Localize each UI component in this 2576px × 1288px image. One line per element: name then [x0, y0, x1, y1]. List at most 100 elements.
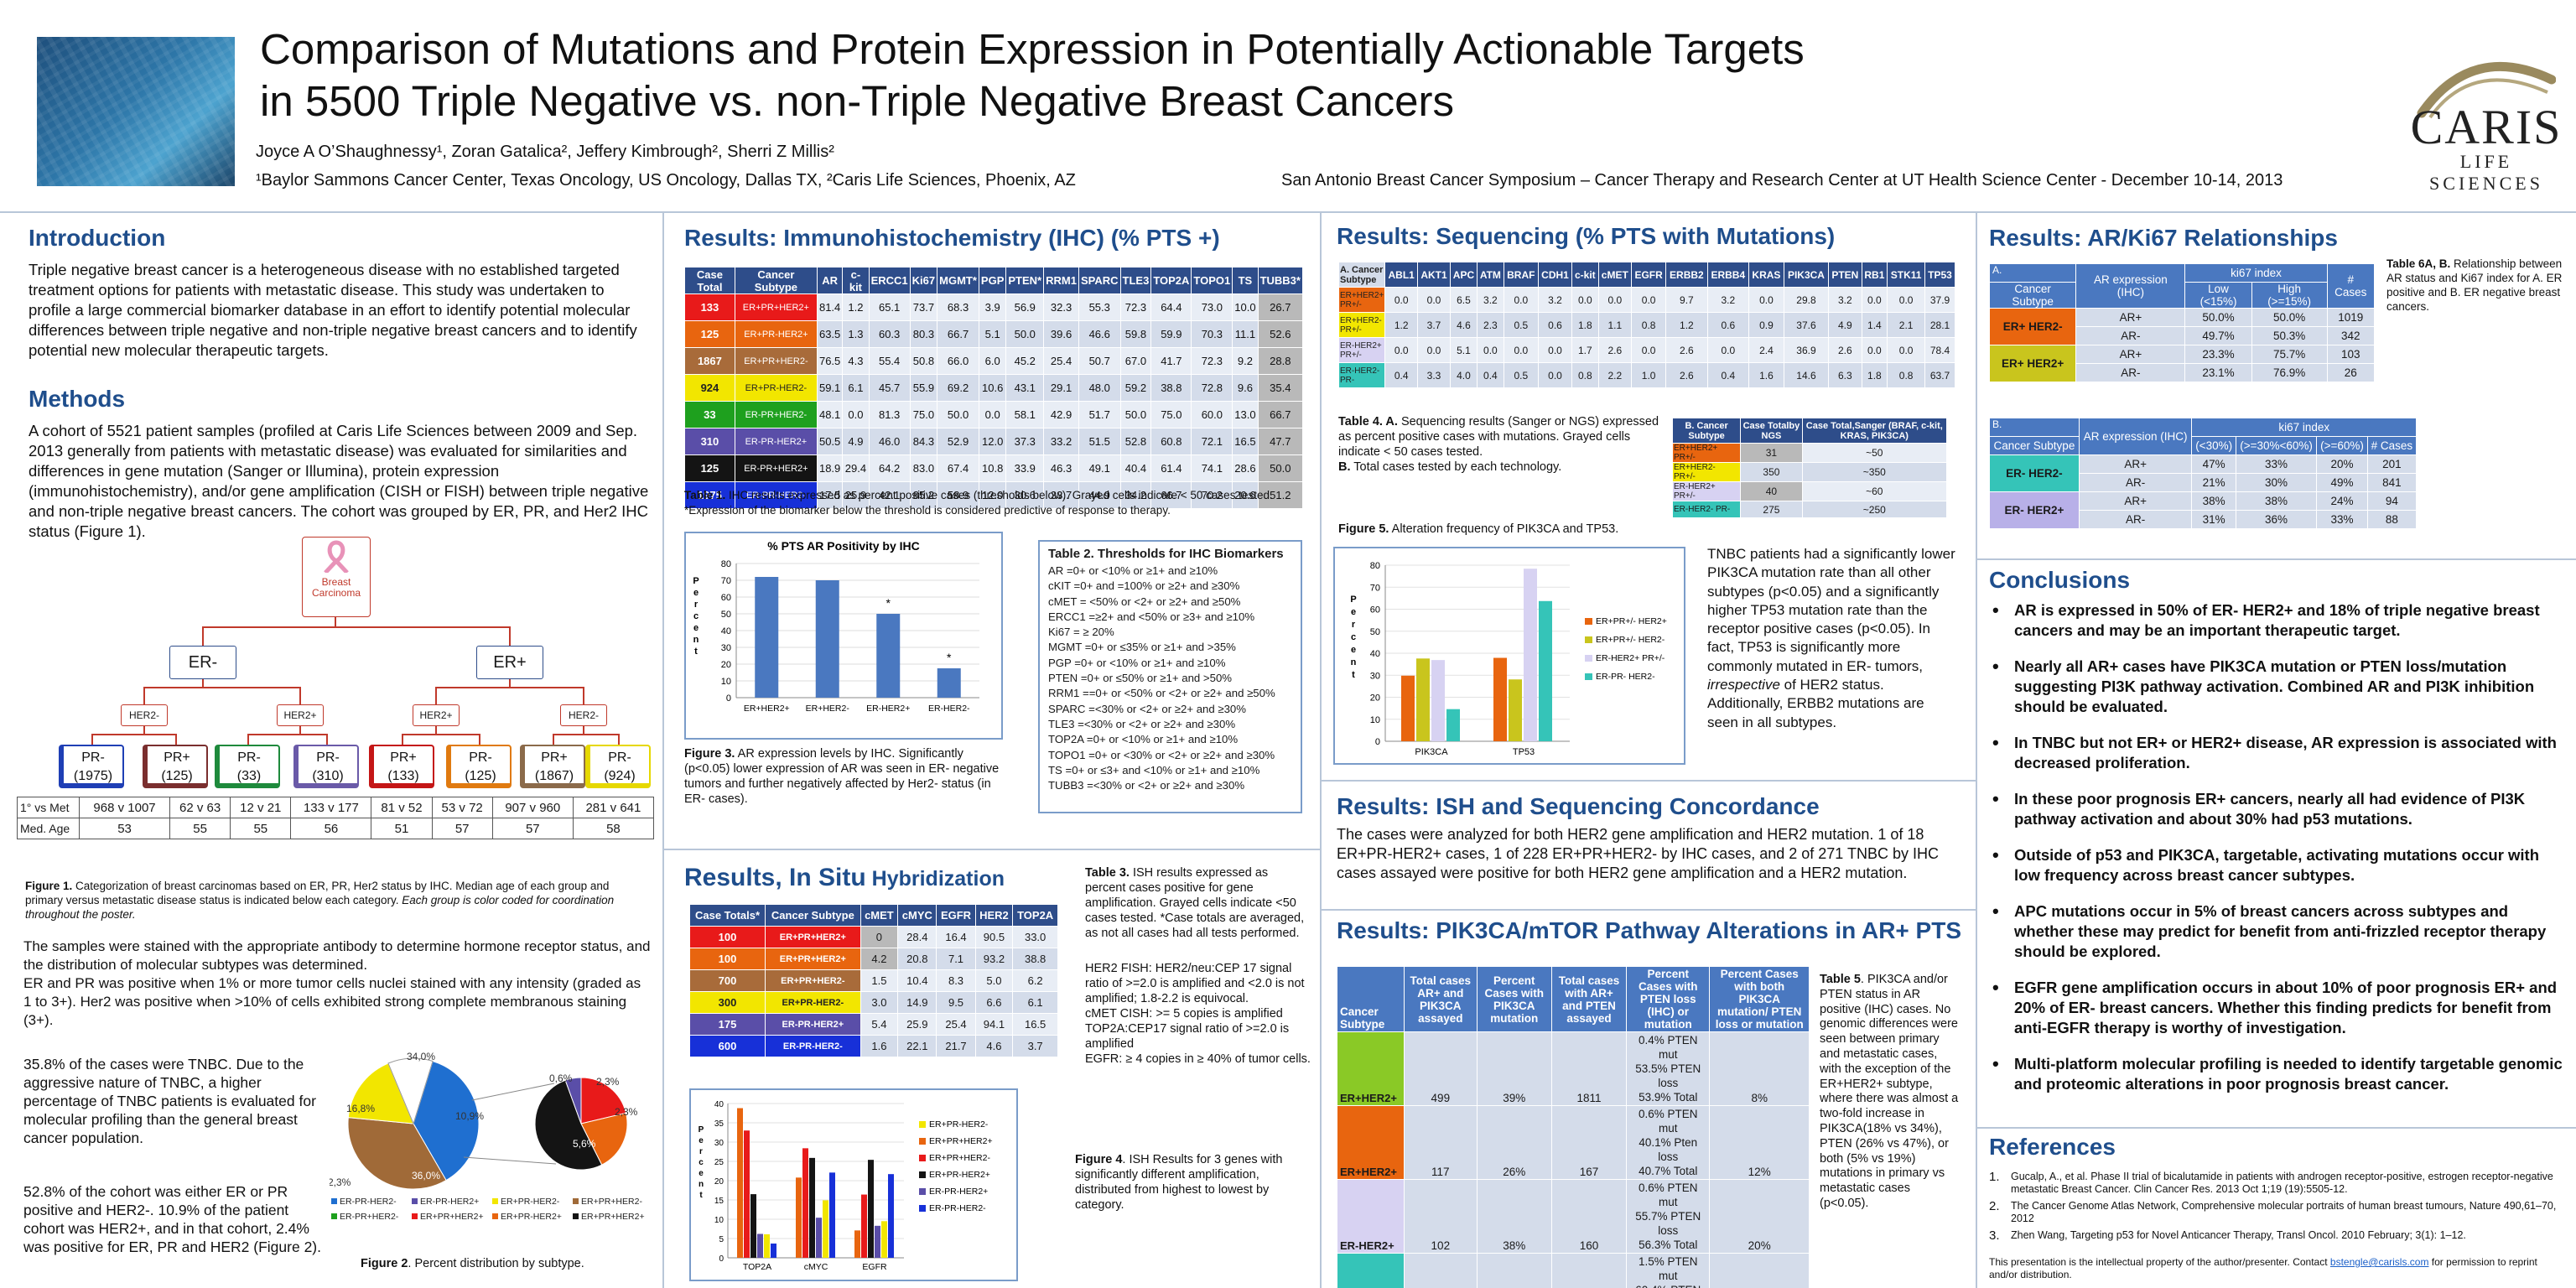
- ihc-value: 9.2: [1232, 347, 1259, 375]
- ihc-header-cell: MGMT*: [937, 267, 979, 294]
- leaf-label: PR-: [237, 750, 261, 765]
- pik-table: Cancer Subtype Total cases AR+ and PIK3CA…: [1337, 966, 1810, 1288]
- ar-b-value: AR-: [2078, 510, 2193, 529]
- seq-b-sanger: ~50: [1801, 443, 1948, 463]
- ihc-value: 70.2: [1191, 481, 1233, 509]
- age-row-label: 1° vs Met: [17, 797, 80, 818]
- legend-swatch: [492, 1213, 498, 1219]
- pie-slice: [347, 1062, 414, 1124]
- seq-header-cell: ABL1: [1384, 262, 1419, 288]
- y-axis-label: t: [694, 647, 698, 657]
- threshold-item: Ki67 = ≥ 20%: [1048, 626, 1114, 639]
- ihc-value: 55.4: [868, 347, 911, 375]
- figure-3-label: Figure 3.: [684, 747, 735, 761]
- ihc-value: 72.3: [1119, 293, 1152, 321]
- ihc-value: 59.1: [816, 374, 844, 402]
- figure-1-italic: Each group is color coded for coordinati…: [25, 894, 615, 921]
- figure-5-text: Alteration frequency of PIK3CA and TP53.: [1389, 522, 1619, 536]
- ar-a-value: AR-: [2075, 363, 2186, 382]
- y-axis-label: P: [693, 576, 699, 586]
- her2-node: HER2-: [560, 704, 607, 726]
- section-divider: [1977, 1127, 2576, 1129]
- footer-text: This presentation is the intellectual pr…: [1989, 1256, 2330, 1268]
- pik-pten: 0.6% PTEN mut 40.1% Pten loss 40.7% Total: [1626, 1105, 1711, 1180]
- ihc-header-cell: TOPO1: [1191, 267, 1233, 294]
- logo-subtitle: LIFE SCIENCES: [2429, 151, 2543, 194]
- ish-value: 1.6: [860, 1035, 899, 1057]
- pik-subtype: ER-HER2+: [1337, 1179, 1405, 1254]
- age-row: 1° vs Met 968 v 1007 62 v 63 12 v 21 133 v 1…: [17, 797, 655, 818]
- seq-row: ER+HER2- PR+/- 1.2 3.7 4.6 2.3 0.5 0.6 1.8 1.1 0.…: [1337, 312, 1955, 338]
- ar-a-value: 49.7%: [2184, 326, 2252, 345]
- references-title: References: [1989, 1134, 2116, 1160]
- sequencing-findings: TNBC patients had a significantly lower …: [1707, 545, 1955, 732]
- ar-b-subtype: ER- HER2-: [1989, 454, 2080, 492]
- bar: [937, 668, 961, 698]
- ihc-title: Results: Immunohistochemistry (IHC) (% P…: [684, 225, 1220, 251]
- ihc-value: 9.6: [1232, 374, 1259, 402]
- seq-value: 0.0: [1417, 337, 1451, 363]
- ihc-subtype: ER+PR+HER2-: [734, 347, 818, 375]
- ar-a-subtype: ER+ HER2+: [1988, 345, 2077, 382]
- ish-header-cell: Cancer Subtype: [765, 904, 861, 927]
- ar-a-header: AR expression (IHC): [2075, 263, 2186, 309]
- seq-value: 14.6: [1783, 362, 1830, 388]
- ihc-value: 28.8: [1257, 347, 1304, 375]
- reference-item: 3. Zhen Wang, Targeting p53 for Novel Ant…: [1989, 1229, 2568, 1242]
- tnbc-text: 35.8% of the cases were TNBC. Due to the…: [23, 1056, 316, 1146]
- ihc-value: 50.7: [1078, 347, 1121, 375]
- symposium: San Antonio Breast Cancer Symposium – Ca…: [1281, 171, 2283, 190]
- ar-b-header: (<30%): [2191, 436, 2236, 455]
- conclusions-title: Conclusions: [1989, 567, 2131, 593]
- contact-email-link[interactable]: bstengle@carisls.com: [2329, 1256, 2429, 1268]
- bar: [1524, 569, 1537, 741]
- ihc-value: 68.3: [937, 293, 979, 321]
- x-tick-label: ER+HER2-: [806, 704, 850, 714]
- threshold-item: TLE3 =<30% or <2+ or ≥2+ and ≥30%: [1048, 717, 1236, 730]
- ihc-value: 60.3: [868, 320, 911, 348]
- legend-swatch: [919, 1121, 926, 1128]
- ihc-value: 17.5: [816, 481, 844, 509]
- ihc-value: 46.3: [1043, 454, 1079, 482]
- ihc-value: 29.1: [1043, 374, 1079, 402]
- bar: [1401, 675, 1415, 741]
- title-line-2: in 5500 Triple Negative vs. non-Triple N…: [260, 77, 1454, 125]
- ihc-value: 83.0: [909, 454, 938, 482]
- figure-4-caption: Figure 4. ISH Results for 3 genes with s…: [1075, 1152, 1301, 1213]
- pik-value: 29%: [1476, 1253, 1552, 1288]
- seq-value: 0.5: [1503, 312, 1539, 338]
- ihc-case-total: 125: [684, 320, 735, 348]
- y-tick-label: 25: [714, 1158, 724, 1167]
- age-cell: 56: [290, 818, 372, 839]
- seq-header-cell: AKT1: [1417, 262, 1451, 288]
- ar-ki67-table-a: A. AR expression (IHC) ki67 index # Cases Ca…: [1988, 263, 2376, 382]
- ihc-row: 125 ER-PR+HER2+ 18.9 29.4 64.2 83.0 67.4 10.8 33…: [684, 454, 1304, 482]
- leaf-label: PR+: [164, 750, 190, 765]
- seq-value: 0.0: [1597, 287, 1633, 313]
- conclusion-item: Outside of p53 and PIK3CA, targetable, a…: [1989, 845, 2568, 886]
- seq-header-cell: ATM: [1476, 262, 1504, 288]
- table-2-title: Table 2. Thresholds for IHC Biomarkers: [1048, 547, 1284, 561]
- ish-value: 10.4: [897, 969, 937, 992]
- ish-value: 6.1: [1012, 991, 1058, 1014]
- pik-header-cell: Total cases with AR+ and PTEN assayed: [1550, 966, 1628, 1032]
- legend-swatch: [573, 1198, 579, 1204]
- ihc-row: 1867 ER+PR+HER2- 76.5 4.3 55.4 50.8 66.0 6.0 45.…: [684, 347, 1304, 375]
- x-tick-label: TOP2A: [743, 1262, 771, 1272]
- table-4-label: Table 4. A.: [1338, 415, 1398, 428]
- ar-b-header: ki67 index: [2191, 418, 2417, 437]
- seq-b-header-cell: Case Total,Sanger (BRAF, c-kit, KRAS, PI…: [1801, 418, 1948, 444]
- ihc-value: 40.4: [1119, 454, 1152, 482]
- legend-swatch: [919, 1171, 926, 1178]
- section-divider: [1977, 558, 2576, 560]
- ihc-value: 48.0: [1078, 374, 1121, 402]
- ar-b-value: 88: [2366, 510, 2418, 529]
- ihc-value: 41.7: [1150, 347, 1192, 375]
- table-4b-label: B.: [1338, 460, 1351, 474]
- seq-value: 0.0: [1748, 287, 1784, 313]
- y-tick-label: 40: [714, 1100, 724, 1109]
- seq-b-header-cell: Case Totalby NGS: [1740, 418, 1803, 444]
- ish-value: 25.4: [936, 1013, 976, 1036]
- pie-slice: [564, 1077, 582, 1124]
